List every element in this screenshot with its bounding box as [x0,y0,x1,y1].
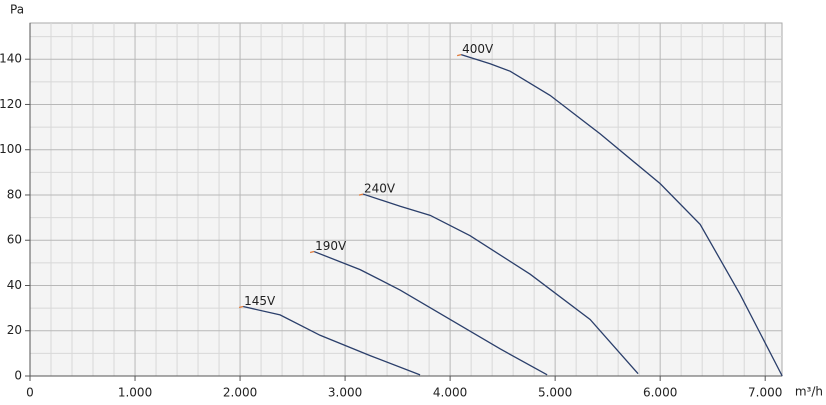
series-label: 145V [244,294,276,308]
x-tick-label: 0 [26,386,34,400]
y-tick-label: 100 [0,142,22,156]
line [242,305,421,376]
x-tick-label: 7.000 [748,386,782,400]
x-tick-label: 2.000 [223,386,257,400]
y-tick-label: 60 [7,233,22,247]
x-tick-label: 1.000 [118,386,152,400]
line [460,54,783,377]
x-tick-label: 3.000 [328,386,362,400]
x-tick-label: 5.000 [538,386,572,400]
y-tick-label: 40 [7,278,22,292]
line [362,193,639,375]
x-axis-label: m³/h [795,385,823,399]
line [313,250,548,376]
y-tick-label: 0 [14,369,22,383]
y-axis-label: Pa [10,3,24,17]
start-marker [456,54,462,57]
y-tick-label: 20 [7,323,22,337]
plot-area [29,22,783,377]
series-label: 190V [315,239,347,253]
x-tick-label: 6.000 [643,386,677,400]
start-marker [309,250,315,254]
series-label: 400V [462,42,494,56]
start-marker [238,305,244,309]
y-tick-label: 80 [7,187,22,201]
series-label: 240V [364,182,396,196]
x-tick-label: 4.000 [433,386,467,400]
y-tick-label: 120 [0,97,22,111]
y-tick-label: 140 [0,52,22,66]
start-marker [358,193,364,196]
